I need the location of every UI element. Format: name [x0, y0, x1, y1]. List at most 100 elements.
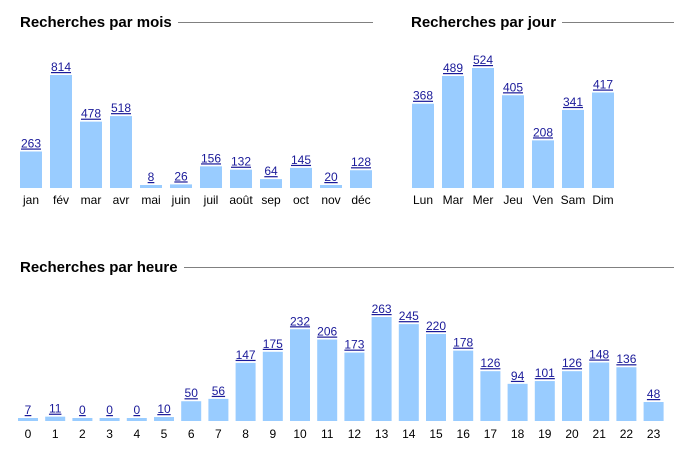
- day-category-label-2: Mer: [473, 193, 494, 207]
- month-value-link-0[interactable]: 263: [21, 136, 41, 150]
- day-value-link-6[interactable]: 417: [593, 78, 613, 92]
- hour-value-link-10[interactable]: 232: [290, 314, 310, 328]
- hour-bar-5: [154, 417, 174, 421]
- month-bar-11: [350, 170, 372, 188]
- hour-value-link-23[interactable]: 48: [647, 387, 661, 401]
- day-category-label-6: Dim: [592, 193, 613, 207]
- month-category-label-3: avr: [113, 193, 130, 207]
- hour-value-link-15[interactable]: 220: [426, 319, 446, 333]
- hour-value-link-1[interactable]: 11: [49, 402, 62, 416]
- month-value-link-8[interactable]: 64: [264, 164, 278, 178]
- month-bar-10: [320, 185, 342, 188]
- hour-value-link-2[interactable]: 0: [79, 403, 86, 417]
- hour-category-label-2: 2: [79, 427, 86, 441]
- month-value-link-5[interactable]: 26: [174, 169, 188, 183]
- hour-bar-17: [480, 371, 501, 421]
- hour-category-label-15: 15: [429, 427, 443, 441]
- hour-bar-9: [262, 351, 283, 421]
- month-bar-9: [290, 167, 312, 188]
- hour-value-link-20[interactable]: 126: [562, 356, 582, 370]
- hour-value-link-19[interactable]: 101: [535, 366, 555, 380]
- month-value-link-1[interactable]: 814: [51, 60, 71, 74]
- hour-value-link-4[interactable]: 0: [133, 403, 140, 417]
- month-value-link-9[interactable]: 145: [291, 153, 311, 167]
- hour-category-label-19: 19: [538, 427, 552, 441]
- hour-value-link-11[interactable]: 206: [317, 325, 337, 339]
- hour-bar-15: [426, 334, 446, 421]
- month-value-link-4[interactable]: 8: [148, 170, 155, 184]
- hour-category-label-8: 8: [242, 427, 249, 441]
- hour-bar-21: [589, 362, 610, 421]
- day-bar-6: [592, 92, 614, 188]
- hour-bar-23: [643, 402, 664, 421]
- monthly-title-row: Recherches par mois: [20, 14, 373, 31]
- hour-bar-2: [72, 418, 93, 421]
- monthly-chart-title: Recherches par mois: [20, 14, 172, 31]
- daily-chart: Recherches par jour 368 Lun 489 Mar 524 Mer 40…: [0, 0, 688, 220]
- hour-bar-6: [181, 401, 202, 421]
- month-value-link-7[interactable]: 132: [231, 155, 251, 169]
- hour-value-link-9[interactable]: 175: [263, 337, 283, 351]
- hour-value-link-17[interactable]: 126: [480, 356, 500, 370]
- month-category-label-0: jan: [22, 193, 39, 207]
- hour-value-link-7[interactable]: 56: [212, 384, 226, 398]
- hour-bar-22: [616, 367, 637, 421]
- month-bar-3: [110, 116, 132, 188]
- hour-value-link-8[interactable]: 147: [236, 348, 256, 362]
- month-category-label-9: oct: [293, 193, 310, 207]
- hour-category-label-12: 12: [348, 427, 362, 441]
- month-category-label-7: août: [229, 193, 253, 207]
- hour-value-link-18[interactable]: 94: [511, 369, 525, 383]
- day-value-link-1[interactable]: 489: [443, 61, 463, 75]
- hour-bar-19: [534, 381, 555, 421]
- hourly-title-rule: [183, 267, 674, 268]
- month-bar-5: [170, 184, 192, 188]
- hour-bar-4: [126, 418, 147, 421]
- hour-bar-14: [398, 324, 419, 421]
- month-bar-7: [230, 169, 252, 188]
- month-value-link-10[interactable]: 20: [324, 170, 338, 184]
- month-bar-0: [20, 151, 42, 188]
- day-value-link-3[interactable]: 405: [503, 80, 523, 94]
- hourly-chart-title: Recherches par heure: [20, 259, 178, 276]
- hour-bar-3: [99, 418, 120, 421]
- hour-value-link-16[interactable]: 178: [453, 336, 473, 350]
- day-value-link-4[interactable]: 208: [533, 125, 553, 139]
- hour-category-label-6: 6: [188, 427, 195, 441]
- day-value-link-5[interactable]: 341: [563, 95, 583, 109]
- month-value-link-2[interactable]: 478: [81, 107, 101, 121]
- hour-bar-11: [317, 339, 338, 421]
- month-bar-2: [80, 121, 102, 188]
- month-value-link-11[interactable]: 128: [351, 155, 371, 169]
- hour-value-link-3[interactable]: 0: [106, 403, 113, 417]
- month-bar-8: [260, 179, 282, 188]
- hour-value-link-12[interactable]: 173: [344, 338, 364, 352]
- day-bar-5: [562, 109, 584, 188]
- day-bar-0: [412, 103, 434, 188]
- hour-value-link-5[interactable]: 10: [157, 402, 171, 416]
- hour-value-link-22[interactable]: 136: [616, 352, 636, 366]
- hour-bar-18: [507, 383, 528, 421]
- hour-bar-12: [344, 352, 365, 421]
- month-value-link-3[interactable]: 518: [111, 101, 131, 115]
- hour-category-label-3: 3: [106, 427, 113, 441]
- hour-value-link-14[interactable]: 245: [399, 309, 419, 323]
- hour-bar-8: [235, 362, 256, 421]
- daily-chart-title: Recherches par jour: [411, 14, 557, 31]
- hour-value-link-6[interactable]: 50: [185, 386, 199, 400]
- monthly-chart: Recherches par mois 263 jan 814 fév 478 mar 51…: [0, 0, 380, 220]
- hour-value-link-13[interactable]: 263: [372, 302, 392, 316]
- month-category-label-1: fév: [53, 193, 69, 207]
- month-bar-1: [50, 75, 72, 188]
- hour-category-label-5: 5: [161, 427, 168, 441]
- hourly-title-row: Recherches par heure: [20, 259, 674, 276]
- month-value-link-6[interactable]: 156: [201, 151, 221, 165]
- hour-bar-10: [290, 329, 310, 421]
- hour-value-link-21[interactable]: 148: [589, 347, 609, 361]
- day-value-link-0[interactable]: 368: [413, 89, 433, 103]
- hour-category-label-1: 1: [52, 427, 59, 441]
- day-value-link-2[interactable]: 524: [473, 53, 493, 67]
- hour-value-link-0[interactable]: 7: [25, 403, 32, 417]
